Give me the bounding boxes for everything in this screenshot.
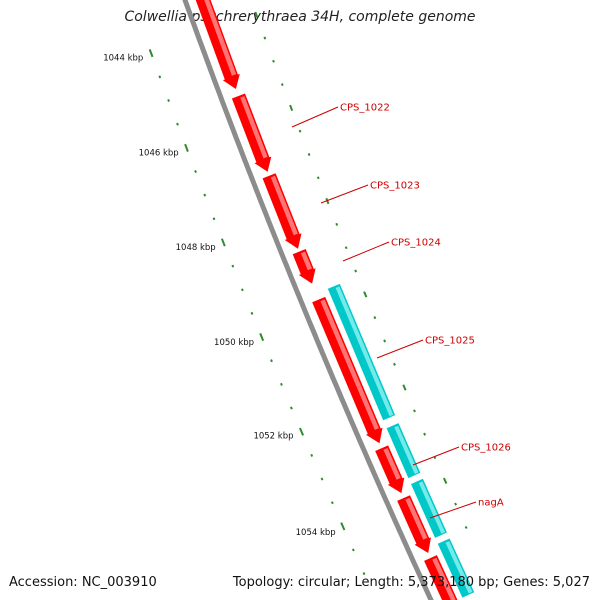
inner-tick-marks (148, 49, 366, 576)
outer-tick-marks (254, 11, 468, 529)
outer-tick (454, 502, 458, 506)
inner-tick (330, 501, 334, 505)
inner-tick (259, 333, 265, 342)
outer-tick (373, 316, 377, 320)
outer-tick (335, 222, 339, 226)
gene-arrow-cps-1021[interactable] (191, 0, 240, 89)
outer-tick (325, 197, 330, 205)
outer-tick (402, 384, 407, 391)
outer-tick (307, 153, 311, 156)
outer-tick (289, 104, 294, 112)
gene-arrow-naga[interactable] (397, 495, 431, 553)
gene-label-leader (376, 339, 424, 359)
outer-tick (298, 129, 302, 133)
outer-tick (280, 83, 284, 87)
scale-labels: 1044 kbp 1046 kbp 1048 kbp 1050 kbp 1052 kbp… (103, 54, 335, 539)
gene-label[interactable]: CPS_1024 (391, 238, 441, 249)
inner-tick (158, 75, 162, 79)
topology-summary: Topology: circular; Length: 5,373,180 bp… (232, 575, 590, 590)
gene-label[interactable]: CPS_1025 (425, 336, 475, 347)
scale-tick-label: 1048 kbp (176, 243, 216, 253)
inner-tick (194, 170, 197, 173)
scale-tick-label: 1046 kbp (139, 148, 179, 158)
inner-tick (220, 238, 226, 247)
gene-arrow-cps-1024[interactable] (292, 249, 316, 284)
gene-arrow-cps-1025[interactable] (312, 296, 383, 444)
outer-tick (413, 409, 416, 413)
inner-tick (362, 572, 366, 576)
feature-bar-reverse-2[interactable] (386, 423, 421, 479)
scale-tick-label: 1052 kbp (253, 432, 293, 442)
inner-tick (148, 49, 154, 58)
outer-tick (354, 269, 358, 273)
inner-tick (280, 382, 283, 386)
outer-tick (464, 525, 468, 529)
inner-tick (176, 122, 179, 126)
scale-tick-label: 1054 kbp (296, 528, 336, 538)
inner-tick (212, 217, 216, 221)
feature-bar-reverse-3[interactable] (411, 478, 447, 538)
outer-tick (316, 176, 320, 180)
outer-tick (344, 246, 348, 250)
outer-tick (423, 432, 427, 436)
inner-tick (289, 406, 293, 410)
inner-tick (250, 311, 254, 315)
inner-tick (310, 453, 314, 457)
outer-tick (363, 291, 368, 298)
outer-tick (254, 11, 259, 18)
outer-tick (393, 362, 396, 366)
outer-tick (442, 477, 448, 485)
gene-label-leader (342, 241, 390, 262)
gene-label-leader (320, 184, 369, 204)
gene-arrow-cps-1023[interactable] (262, 173, 302, 249)
gene-arrow-cps-1026[interactable] (375, 445, 405, 494)
feature-bar-reverse-1[interactable] (327, 283, 396, 421)
genome-backbone (182, 0, 434, 600)
inner-tick (184, 143, 189, 152)
inner-tick (231, 264, 235, 268)
inner-tick (340, 522, 346, 531)
feature-bar-reverse-4[interactable] (437, 538, 475, 598)
gene-arrow-next[interactable] (424, 555, 458, 600)
outer-tick (263, 36, 267, 40)
gene-label-leader (429, 501, 477, 519)
gene-label[interactable]: CPS_1022 (340, 103, 390, 114)
scale-tick-label: 1044 kbp (103, 54, 143, 64)
inner-tick (320, 477, 324, 481)
feature-track (191, 0, 475, 600)
inner-tick (351, 548, 355, 552)
outer-tick (272, 59, 275, 63)
outer-tick (383, 339, 387, 343)
gene-label[interactable]: CPS_1026 (461, 443, 511, 454)
inner-tick (270, 359, 273, 363)
gene-label-leader (412, 446, 460, 466)
inner-tick (298, 427, 305, 436)
gene-arrow-cps-1022[interactable] (231, 93, 272, 172)
gene-labels: CPS_1022 CPS_1023 CPS_1024 CPS_1025 CPS_1026… (291, 103, 511, 519)
inner-tick (240, 288, 244, 292)
gene-label[interactable]: nagA (478, 498, 504, 509)
inner-tick (203, 193, 207, 197)
accession-text: Accession: NC_003910 (9, 575, 157, 590)
gene-label-leader (291, 106, 339, 128)
gene-label[interactable]: CPS_1023 (370, 181, 420, 192)
inner-tick (167, 99, 170, 102)
scale-tick-label: 1050 kbp (214, 338, 254, 348)
